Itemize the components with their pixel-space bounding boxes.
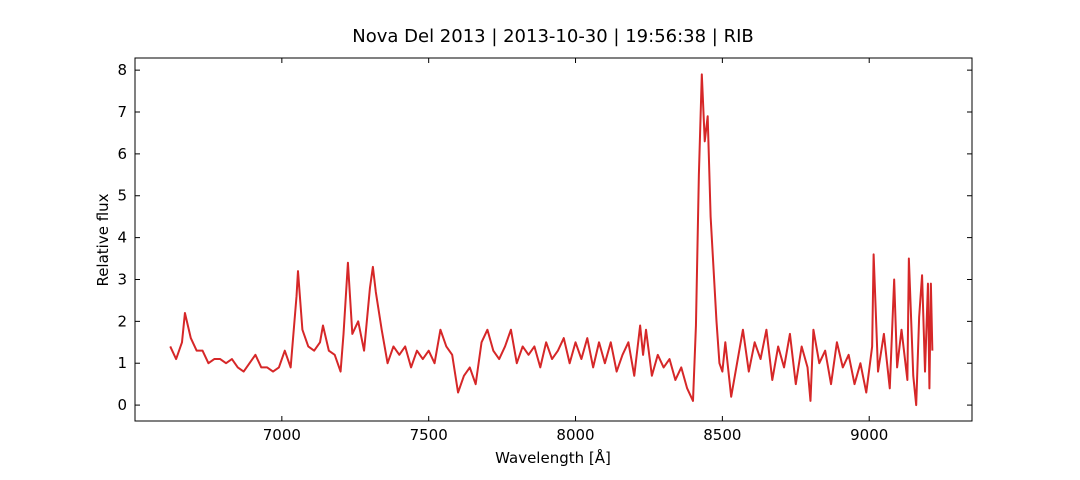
y-tick-label: 5 — [117, 187, 127, 205]
x-tick-label: 7500 — [410, 426, 448, 444]
x-tick-label: 7000 — [263, 426, 301, 444]
y-tick-label: 3 — [117, 270, 127, 288]
y-tick-label: 0 — [117, 396, 127, 414]
x-tick-label: 8500 — [703, 426, 741, 444]
y-tick-label: 4 — [117, 229, 127, 247]
spectrum-line — [169, 73, 934, 407]
y-tick-label: 2 — [117, 312, 127, 330]
y-tick-label: 7 — [117, 103, 127, 121]
x-tick-label: 9000 — [850, 426, 888, 444]
chart-title: Nova Del 2013 | 2013-10-30 | 19:56:38 | … — [352, 26, 753, 47]
y-tick-label: 1 — [117, 354, 127, 372]
x-axis-label: Wavelength [Å] — [495, 448, 611, 467]
plot-frame — [134, 57, 973, 422]
y-axis-label: Relative flux — [94, 193, 112, 286]
y-tick-label: 8 — [117, 61, 127, 79]
y-tick-label: 6 — [117, 145, 127, 163]
x-tick-label: 8000 — [556, 426, 594, 444]
